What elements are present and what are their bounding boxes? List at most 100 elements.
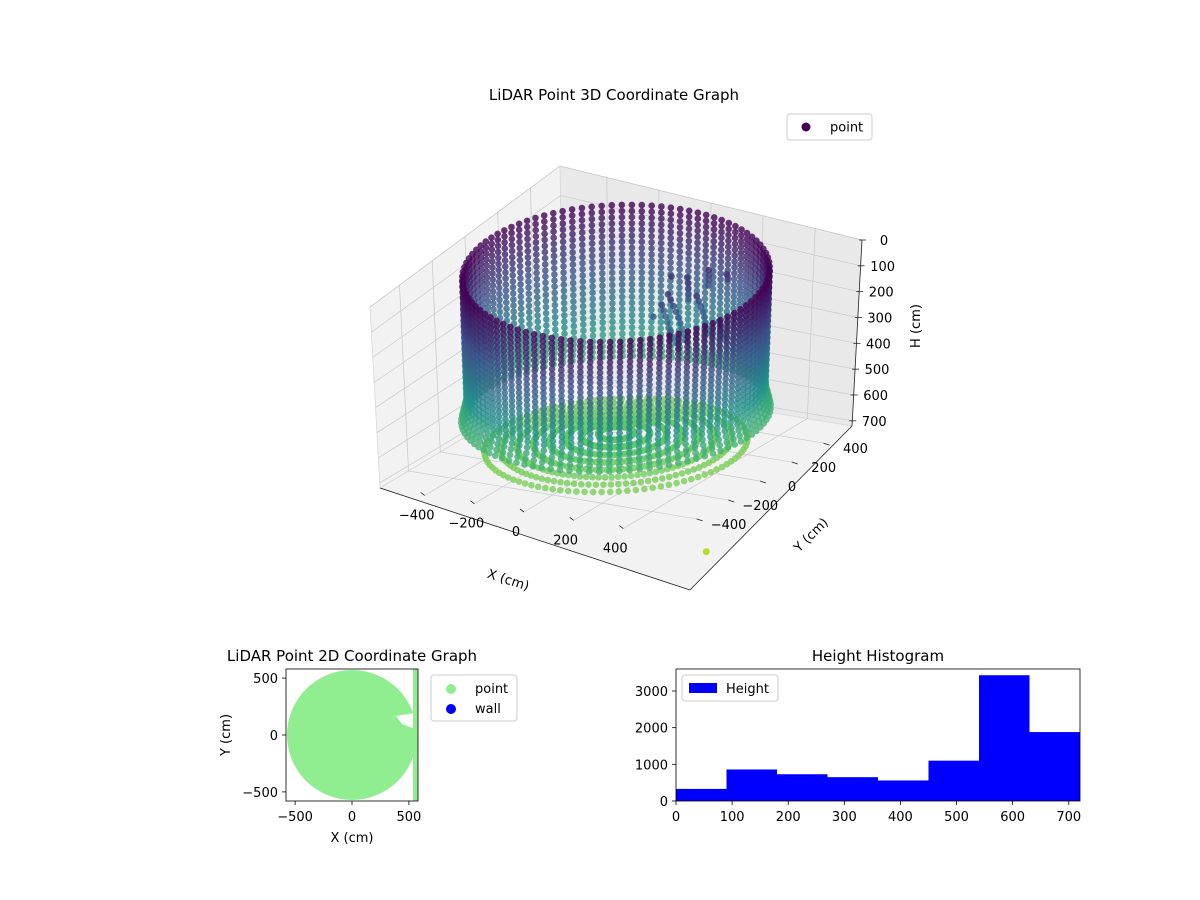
data-point-3d — [488, 246, 496, 253]
data-point-3d — [493, 317, 500, 325]
data-point-3d — [737, 261, 744, 269]
data-point-3d — [579, 315, 587, 322]
data-point-3d — [578, 216, 586, 224]
data-point-3d — [488, 373, 496, 380]
data-point-3d — [518, 311, 525, 319]
data-point-3d — [502, 275, 509, 282]
data-point-3d — [683, 452, 691, 459]
data-point-3d — [495, 392, 502, 399]
data-point-3d — [541, 254, 549, 262]
data-point-3d — [665, 388, 672, 396]
data-point-3d — [578, 235, 586, 242]
data-point-3d — [716, 327, 724, 334]
data-point-3d — [616, 429, 623, 437]
data-point-3d — [508, 413, 516, 420]
data-point-3d — [586, 353, 594, 361]
data-point-3d — [589, 301, 596, 309]
data-point-3d — [560, 275, 567, 282]
data-point-3d — [500, 326, 507, 333]
data-point-3d — [717, 246, 725, 254]
data-point-3d — [515, 363, 522, 370]
data-point-3d — [533, 287, 541, 295]
data-point-3d — [616, 409, 623, 417]
data-point-3d — [710, 238, 718, 245]
data-point-3d — [667, 240, 674, 248]
data-point-3d — [579, 259, 586, 267]
data-point-3d — [626, 439, 633, 446]
data-point-3d — [740, 365, 748, 372]
data-point-3d — [599, 325, 606, 333]
data-point-3d — [538, 475, 546, 483]
data-point-3d — [636, 347, 644, 354]
data-point-3d — [710, 255, 717, 263]
data-point-3d — [577, 440, 584, 447]
data-point-3d — [539, 332, 547, 340]
data-point-3d — [606, 389, 614, 397]
data-point-3d — [596, 369, 604, 377]
data-point-3d — [675, 345, 682, 353]
data-point-3d — [675, 330, 682, 338]
grid-line-z — [369, 165, 863, 308]
data-point-3d — [550, 246, 558, 254]
data-point-3d — [619, 312, 626, 319]
data-point-3d — [685, 237, 693, 245]
data-point-3d — [598, 488, 605, 496]
data-point-3d — [540, 426, 548, 433]
data-point-3d — [579, 272, 586, 279]
data-point-3d — [524, 438, 531, 446]
data-point-3d — [676, 278, 683, 286]
data-point-3d — [586, 462, 593, 470]
data-point-3d — [608, 275, 616, 283]
data-point-3d — [658, 233, 665, 241]
data-point-3d — [730, 293, 738, 301]
data-point-3d — [508, 247, 516, 255]
data-point-3d — [596, 354, 604, 361]
data-point-3d — [532, 226, 539, 234]
data-point-3d — [676, 266, 683, 273]
data-point-3d — [516, 238, 523, 246]
data-point-3d — [701, 333, 708, 340]
data-point-3d — [709, 297, 717, 305]
data-point-3d — [616, 389, 624, 396]
data-point-3d — [483, 279, 491, 287]
data-point-3d — [534, 318, 541, 325]
data-point-3d — [638, 232, 646, 239]
data-point-3d — [596, 430, 604, 438]
data-point-3d — [717, 252, 725, 260]
data-point-3d — [682, 425, 689, 432]
data-point-3d — [494, 381, 502, 389]
data-point-3d — [599, 270, 606, 277]
data-point-3d — [598, 233, 606, 240]
data-point-3d — [697, 303, 705, 310]
data-point-3d — [636, 382, 643, 390]
data-point-3d — [709, 319, 717, 327]
data-point-3d — [494, 248, 502, 256]
data-point-3d — [549, 442, 557, 450]
data-point-3d — [542, 291, 550, 299]
data-point-3d — [657, 282, 665, 290]
data-point-3d — [673, 432, 680, 440]
data-point-3d — [570, 304, 577, 311]
data-point-3d — [588, 252, 596, 260]
data-point-3d — [731, 240, 739, 248]
data-point-3d — [676, 211, 684, 219]
data-point-3d — [655, 374, 663, 382]
data-point-3d — [702, 259, 709, 267]
data-point-3d — [646, 381, 653, 389]
data-point-3d — [472, 303, 479, 310]
data-point-3d — [589, 307, 597, 315]
data-point-3d — [744, 414, 752, 422]
histogram-bars — [676, 675, 1080, 801]
data-point-3d — [540, 374, 547, 381]
legend-2d-marker-point — [446, 684, 456, 694]
data-point-3d — [656, 359, 663, 367]
data-point-3d — [509, 429, 516, 436]
data-point-3d — [655, 390, 663, 397]
data-point-3d — [484, 303, 492, 311]
data-point-3d — [515, 389, 523, 396]
data-point-3d — [523, 386, 531, 393]
data-point-3d — [709, 291, 717, 299]
data-point-3d — [700, 374, 707, 381]
data-point-3d — [557, 336, 565, 343]
data-point-3d — [658, 221, 665, 229]
